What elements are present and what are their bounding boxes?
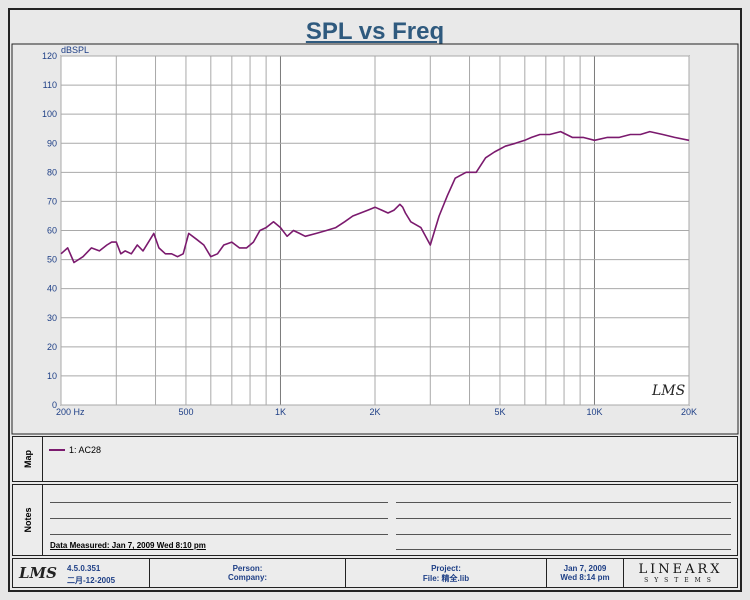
notes-line [396,549,731,550]
x-tick-label: 2K [369,407,380,417]
notes-line [396,502,731,503]
company-label: Company: [227,573,268,582]
notes-line [396,534,731,535]
footer-time: Wed 8:14 pm [560,573,610,582]
y-axis-label: dBSPL [61,45,89,55]
map-side-label: Map [13,437,43,481]
footer-brand-cell: LINEARX SYSTEMS [624,559,737,587]
y-tick-label: 50 [47,255,57,265]
footer-project-cell: Project: File: 精全.lib [346,559,547,587]
file-label: File: 精全.lib [422,574,470,583]
person-label: Person: [232,564,263,573]
y-tick-label: 0 [52,400,57,410]
series-line-ac28 [60,130,690,264]
y-tick-label: 30 [47,313,57,323]
y-tick-label: 110 [43,80,57,90]
series-layer [60,130,690,264]
notes-line [50,534,388,535]
y-tick-label: 80 [47,167,57,177]
axis-ticks: 0 10 20 30 40 50 60 70 80 90 100 110 120 200 Hz 500 1K 2… [42,51,697,417]
notes-line [396,518,731,519]
lms-logo: LMS [19,564,57,582]
legend-swatch [49,449,65,451]
legend: 1: AC28 [49,445,101,455]
build-date-text: 二月-12-2005 [67,576,116,585]
y-tick-label: 70 [47,196,57,206]
y-tick-label: 10 [47,371,57,381]
legend-entry: 1: AC28 [69,445,102,455]
project-label: Project: [431,564,461,573]
x-tick-label: 10K [586,407,602,417]
x-tick-label: 200 Hz [56,407,85,417]
notes-panel: Notes Data Measured: Jan 7, 2009 Wed 8:1… [12,484,738,556]
footer-date: Jan 7, 2009 [563,564,607,573]
footer: LMS 4.5.0.351 二月-12-2005 Person: Company… [12,558,738,588]
footer-date-cell: Jan 7, 2009 Wed 8:14 pm [547,559,624,587]
lms-watermark: LMS [651,383,685,399]
x-tick-label: 500 [178,407,193,417]
y-tick-label: 90 [47,138,57,148]
footer-person-cell: Person: Company: [150,559,346,587]
x-tick-label: 20K [681,407,697,417]
notes-line [50,502,388,503]
linearx-logo: LINEARX [638,562,723,577]
notes-line [50,518,388,519]
linearx-subtitle: SYSTEMS [644,577,717,584]
x-tick-label: 5K [494,407,505,417]
grid [60,55,690,406]
page-title: SPL vs Freq [305,18,445,45]
y-tick-label: 100 [42,109,57,119]
footer-version-cell: LMS 4.5.0.351 二月-12-2005 [13,559,150,587]
version-text: 4.5.0.351 [67,564,101,573]
map-panel: Map 1: AC28 [12,436,738,482]
y-tick-label: 20 [47,342,57,352]
y-tick-label: 40 [47,284,57,294]
y-tick-label: 60 [47,226,57,236]
y-tick-label: 120 [42,51,57,61]
measured-text: Data Measured: Jan 7, 2009 Wed 8:10 pm [50,541,206,550]
x-tick-label: 1K [275,407,286,417]
notes-side-label: Notes [13,485,43,555]
